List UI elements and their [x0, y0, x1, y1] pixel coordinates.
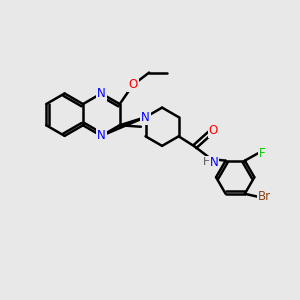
- Text: O: O: [208, 124, 218, 137]
- Text: N: N: [97, 129, 106, 142]
- Text: F: F: [259, 147, 266, 160]
- Text: Br: Br: [258, 190, 271, 203]
- Text: H: H: [203, 157, 212, 167]
- Text: N: N: [210, 156, 218, 169]
- Text: N: N: [97, 87, 106, 100]
- Text: N: N: [141, 111, 150, 124]
- Text: O: O: [128, 78, 138, 92]
